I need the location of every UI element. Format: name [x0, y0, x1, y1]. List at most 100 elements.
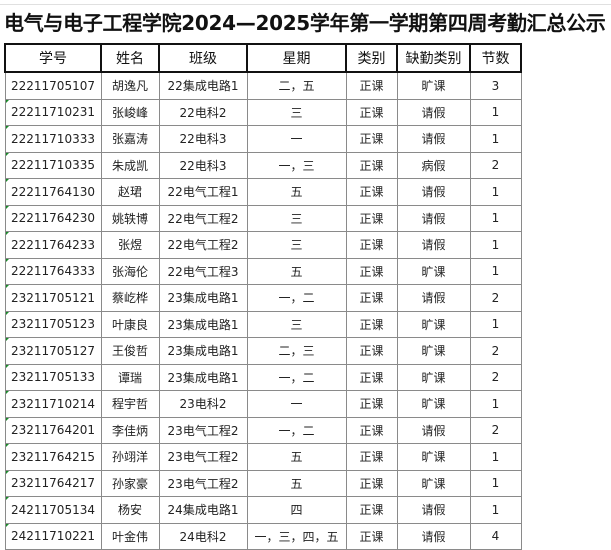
cell-absence-type[interactable]: 旷课: [396, 443, 471, 471]
cell-class[interactable]: 23集成电路1: [158, 310, 248, 338]
cell-weekday[interactable]: 二，五: [246, 71, 347, 100]
cell-weekday[interactable]: 三: [246, 231, 347, 259]
cell-category[interactable]: 正课: [345, 390, 398, 418]
cell-student-id[interactable]: 23211710214: [4, 390, 102, 418]
cell-name[interactable]: 胡逸凡: [100, 71, 160, 100]
cell-name[interactable]: 叶康良: [100, 310, 160, 338]
cell-periods[interactable]: 1: [469, 178, 522, 206]
header-weekday[interactable]: 星期: [246, 43, 347, 73]
cell-category[interactable]: 正课: [345, 416, 398, 444]
cell-student-id[interactable]: 22211764233: [4, 231, 102, 259]
cell-class[interactable]: 22电气工程3: [158, 257, 248, 285]
cell-name[interactable]: 杨安: [100, 496, 160, 524]
cell-periods[interactable]: 1: [469, 469, 522, 497]
cell-weekday[interactable]: 五: [246, 443, 347, 471]
cell-periods[interactable]: 3: [469, 71, 522, 100]
cell-name[interactable]: 蔡屹桦: [100, 284, 160, 312]
cell-name[interactable]: 叶金伟: [100, 522, 160, 550]
cell-weekday[interactable]: 一，二: [246, 416, 347, 444]
cell-periods[interactable]: 1: [469, 257, 522, 285]
cell-weekday[interactable]: 一: [246, 125, 347, 153]
cell-student-id[interactable]: 22211710231: [4, 98, 102, 126]
cell-periods[interactable]: 1: [469, 390, 522, 418]
cell-weekday[interactable]: 五: [246, 469, 347, 497]
cell-student-id[interactable]: 23211705123: [4, 310, 102, 338]
cell-name[interactable]: 姚轶博: [100, 204, 160, 232]
cell-name[interactable]: 张海伦: [100, 257, 160, 285]
cell-category[interactable]: 正课: [345, 522, 398, 550]
cell-class[interactable]: 22电气工程2: [158, 231, 248, 259]
cell-category[interactable]: 正课: [345, 204, 398, 232]
cell-periods[interactable]: 1: [469, 496, 522, 524]
cell-weekday[interactable]: 三: [246, 98, 347, 126]
cell-weekday[interactable]: 一: [246, 390, 347, 418]
cell-student-id[interactable]: 23211764215: [4, 443, 102, 471]
cell-absence-type[interactable]: 请假: [396, 284, 471, 312]
header-name[interactable]: 姓名: [100, 43, 160, 73]
cell-class[interactable]: 23集成电路1: [158, 363, 248, 391]
cell-absence-type[interactable]: 旷课: [396, 390, 471, 418]
cell-category[interactable]: 正课: [345, 496, 398, 524]
cell-category[interactable]: 正课: [345, 310, 398, 338]
cell-category[interactable]: 正课: [345, 178, 398, 206]
cell-weekday[interactable]: 五: [246, 178, 347, 206]
cell-periods[interactable]: 1: [469, 310, 522, 338]
cell-absence-type[interactable]: 请假: [396, 496, 471, 524]
cell-absence-type[interactable]: 旷课: [396, 363, 471, 391]
cell-periods[interactable]: 1: [469, 125, 522, 153]
cell-category[interactable]: 正课: [345, 363, 398, 391]
cell-category[interactable]: 正课: [345, 257, 398, 285]
cell-absence-type[interactable]: 旷课: [396, 469, 471, 497]
cell-category[interactable]: 正课: [345, 469, 398, 497]
cell-class[interactable]: 23集成电路1: [158, 337, 248, 365]
cell-name[interactable]: 赵珺: [100, 178, 160, 206]
cell-student-id[interactable]: 24211705134: [4, 496, 102, 524]
cell-weekday[interactable]: 二，三: [246, 337, 347, 365]
cell-category[interactable]: 正课: [345, 125, 398, 153]
cell-class[interactable]: 23电科2: [158, 390, 248, 418]
cell-absence-type[interactable]: 请假: [396, 416, 471, 444]
cell-student-id[interactable]: 22211710333: [4, 125, 102, 153]
cell-periods[interactable]: 2: [469, 337, 522, 365]
cell-periods[interactable]: 1: [469, 231, 522, 259]
cell-periods[interactable]: 1: [469, 98, 522, 126]
cell-student-id[interactable]: 23211705127: [4, 337, 102, 365]
cell-weekday[interactable]: 一，三，四，五: [246, 522, 347, 550]
cell-absence-type[interactable]: 请假: [396, 204, 471, 232]
cell-class[interactable]: 23集成电路1: [158, 284, 248, 312]
cell-weekday[interactable]: 四: [246, 496, 347, 524]
cell-absence-type[interactable]: 旷课: [396, 337, 471, 365]
cell-periods[interactable]: 1: [469, 443, 522, 471]
cell-name[interactable]: 程宇哲: [100, 390, 160, 418]
cell-category[interactable]: 正课: [345, 151, 398, 179]
cell-student-id[interactable]: 23211764217: [4, 469, 102, 497]
header-category[interactable]: 类别: [345, 43, 398, 73]
cell-periods[interactable]: 2: [469, 363, 522, 391]
cell-absence-type[interactable]: 请假: [396, 522, 471, 550]
cell-name[interactable]: 孙家豪: [100, 469, 160, 497]
cell-absence-type[interactable]: 请假: [396, 178, 471, 206]
cell-name[interactable]: 张峻峰: [100, 98, 160, 126]
cell-class[interactable]: 22电科3: [158, 151, 248, 179]
cell-student-id[interactable]: 23211705133: [4, 363, 102, 391]
cell-class[interactable]: 24电科2: [158, 522, 248, 550]
cell-class[interactable]: 23电气工程2: [158, 443, 248, 471]
cell-category[interactable]: 正课: [345, 98, 398, 126]
cell-category[interactable]: 正课: [345, 71, 398, 100]
cell-periods[interactable]: 2: [469, 284, 522, 312]
cell-name[interactable]: 朱成凯: [100, 151, 160, 179]
cell-weekday[interactable]: 五: [246, 257, 347, 285]
cell-weekday[interactable]: 一，二: [246, 284, 347, 312]
cell-class[interactable]: 22电科2: [158, 98, 248, 126]
cell-student-id[interactable]: 23211705121: [4, 284, 102, 312]
cell-category[interactable]: 正课: [345, 231, 398, 259]
cell-name[interactable]: 王俊哲: [100, 337, 160, 365]
cell-name[interactable]: 谭瑞: [100, 363, 160, 391]
cell-weekday[interactable]: 一，二: [246, 363, 347, 391]
cell-class[interactable]: 22电气工程1: [158, 178, 248, 206]
cell-weekday[interactable]: 三: [246, 204, 347, 232]
sheet-title[interactable]: 电气与电子工程学院2024—2025学年第一学期第四周考勤汇总公示: [4, 11, 606, 35]
cell-absence-type[interactable]: 请假: [396, 125, 471, 153]
cell-absence-type[interactable]: 旷课: [396, 310, 471, 338]
cell-name[interactable]: 张煜: [100, 231, 160, 259]
